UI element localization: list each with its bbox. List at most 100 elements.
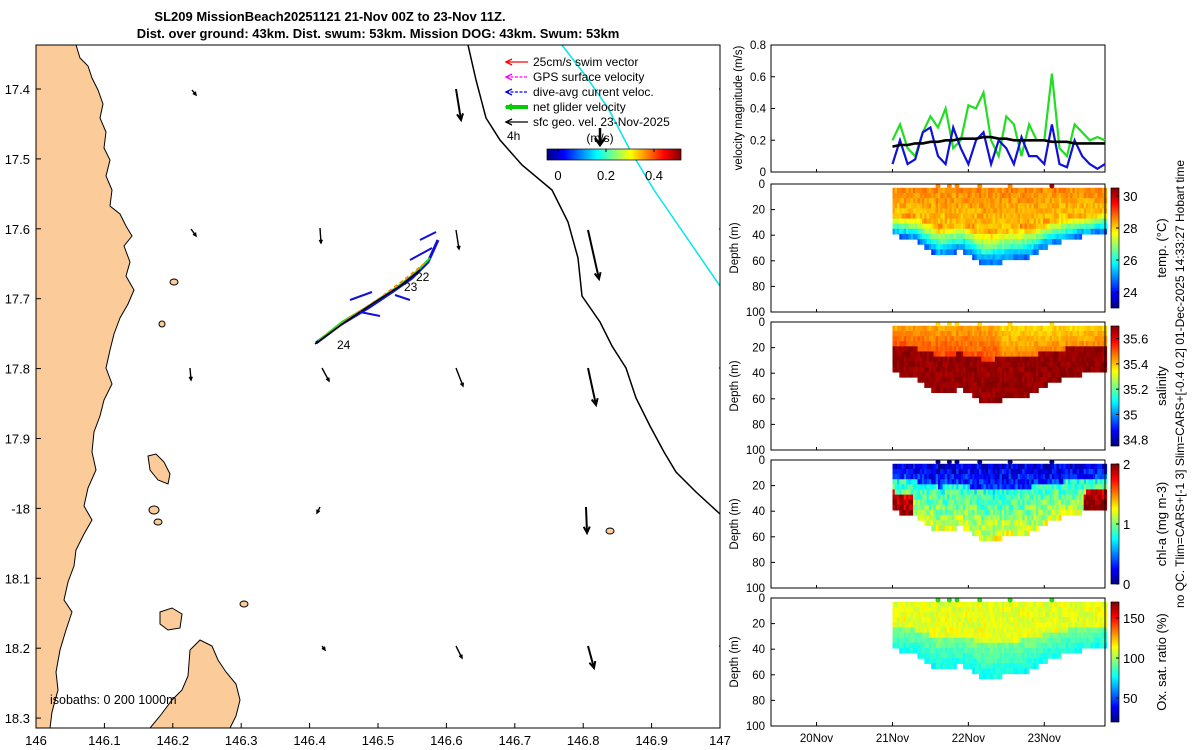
- section-cell: [1038, 361, 1042, 368]
- section-cell: [1049, 607, 1053, 613]
- section-cell: [1099, 607, 1103, 613]
- section-cell: [1008, 223, 1012, 230]
- section-cell: [933, 244, 937, 250]
- section-cell: [947, 325, 950, 332]
- section-cell: [933, 239, 937, 245]
- section-cell: [1083, 346, 1087, 353]
- section-cell: [967, 494, 971, 501]
- section-cell: [931, 377, 935, 383]
- section-cell: [1076, 499, 1080, 506]
- section-cell: [935, 377, 939, 383]
- section-cell: [944, 637, 948, 644]
- section-cell: [1042, 361, 1046, 368]
- section-cell: [1070, 489, 1073, 496]
- section-cell: [951, 499, 955, 506]
- section-cell: [899, 489, 903, 496]
- section-cell: [938, 494, 941, 501]
- section-cell: [1049, 509, 1053, 516]
- section-cell: [979, 484, 982, 491]
- section-cell: [899, 617, 903, 623]
- section-cell: [1031, 607, 1035, 613]
- section-cell: [1013, 525, 1017, 532]
- section-cell: [979, 203, 982, 209]
- section-cell: [992, 382, 996, 388]
- section-cell: [1033, 515, 1037, 521]
- section-cell: [1026, 203, 1030, 209]
- section-cell: [1063, 469, 1067, 475]
- section-cell: [910, 341, 914, 347]
- section-cell: [1074, 213, 1078, 220]
- section-cell: [942, 198, 946, 204]
- section-cell: [1095, 208, 1098, 215]
- section-cell: [1090, 494, 1094, 501]
- section-cell: [1074, 642, 1078, 649]
- section-cell: [1040, 331, 1044, 337]
- section-cell: [1051, 208, 1055, 215]
- section-cell: [1061, 479, 1064, 485]
- section-cell: [944, 622, 948, 629]
- section-cell: [1083, 637, 1087, 644]
- section-cell: [899, 336, 903, 342]
- section-cell: [901, 198, 905, 204]
- section-cell: [976, 356, 980, 363]
- section-cell: [1022, 668, 1026, 675]
- section-cell: [1038, 331, 1042, 337]
- section-cell: [940, 637, 944, 644]
- section-cell: [960, 233, 964, 240]
- section-cell: [969, 351, 973, 358]
- section-cell: [1033, 509, 1037, 516]
- section-cell: [942, 520, 946, 526]
- section-cell: [1061, 223, 1064, 230]
- section-cell: [1058, 632, 1062, 639]
- section-cell: [1072, 208, 1076, 215]
- section-cell: [917, 223, 921, 230]
- section-cell: [951, 198, 955, 204]
- section-cell: [1017, 658, 1021, 664]
- section-cell: [956, 632, 960, 639]
- section-cell: [933, 489, 937, 496]
- section-cell: [1067, 361, 1071, 368]
- section-cell: [1029, 607, 1032, 613]
- section-cell: [972, 366, 976, 373]
- section-cell: [1095, 627, 1098, 634]
- section-cell: [960, 463, 964, 470]
- section-cell: [1061, 371, 1064, 378]
- section-cell: [1095, 193, 1098, 199]
- section-cell: [910, 601, 914, 608]
- section-cell: [990, 254, 994, 261]
- section-cell: [947, 218, 950, 225]
- section-cell: [1006, 377, 1010, 383]
- section-cell: [1008, 499, 1012, 506]
- section-cell: [1104, 203, 1108, 209]
- section-cell: [933, 218, 937, 225]
- section-cell: [1008, 494, 1012, 501]
- section-cell: [935, 208, 939, 215]
- velocity-series-line: [891, 73, 1106, 160]
- section-cell: [1029, 218, 1032, 225]
- section-cell: [972, 484, 976, 491]
- section-cell: [924, 187, 928, 194]
- section-cell: [892, 601, 896, 608]
- section-cell: [988, 187, 991, 194]
- section-cell: [1026, 653, 1030, 659]
- section-colorbar: [1110, 325, 1120, 447]
- section-cell: [953, 463, 957, 470]
- section-cell: [1088, 223, 1092, 230]
- section-cell: [935, 525, 939, 532]
- section-cell: [1001, 612, 1005, 618]
- section-cell: [894, 463, 898, 470]
- section-cell: [1051, 198, 1055, 204]
- section-cell: [903, 331, 907, 337]
- section-cell: [1004, 366, 1007, 373]
- section-cell: [928, 637, 932, 644]
- section-cell: [1013, 377, 1017, 383]
- section-cell: [1013, 249, 1017, 256]
- section-cell: [931, 520, 935, 526]
- section-cell: [942, 351, 946, 358]
- section-cell: [1076, 198, 1080, 204]
- section-cell: [951, 515, 955, 521]
- section-cell: [992, 198, 996, 204]
- section-cell: [1004, 228, 1007, 235]
- section-cell: [974, 213, 978, 220]
- section-cell: [953, 361, 957, 368]
